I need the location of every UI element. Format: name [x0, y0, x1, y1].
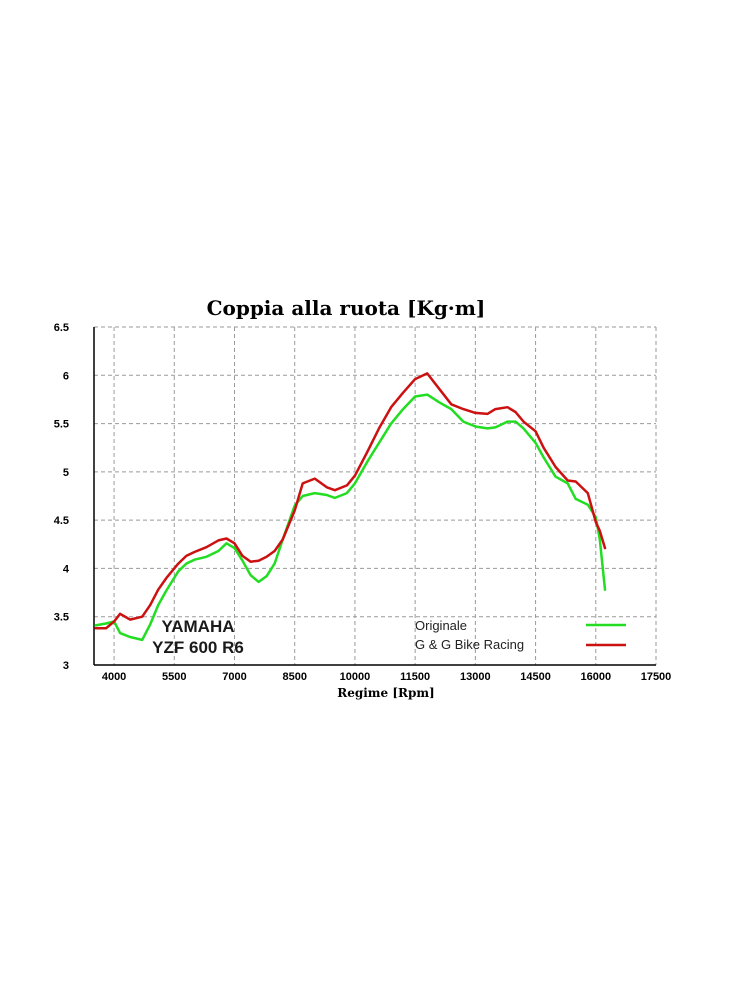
axes — [93, 327, 656, 666]
grid-lines — [94, 326, 657, 666]
x-axis-label: Regime [Rpm] — [337, 686, 434, 700]
y-tick-labels: 6.5 6 5.5 5 4.5 4 3.5 3 — [54, 322, 70, 672]
x-tick-label: 11500 — [400, 671, 430, 683]
x-tick-label: 8500 — [282, 671, 306, 683]
y-tick-label: 4 — [63, 563, 70, 575]
chart-title: Coppia alla ruota [Kg·m] — [207, 296, 486, 320]
x-tick-label: 4000 — [102, 671, 126, 683]
series-line-originale — [94, 393, 607, 642]
series-line-gg-bike-racing — [94, 372, 607, 630]
y-tick-label: 6.5 — [54, 322, 69, 334]
x-tick-label: 17500 — [641, 671, 672, 683]
y-tick-label: 5 — [63, 467, 69, 479]
data-series — [94, 372, 607, 642]
legend-label-originale: Originale — [415, 618, 467, 633]
legend: Originale G & G Bike Racing — [415, 618, 626, 652]
y-tick-label: 3 — [63, 660, 69, 672]
y-tick-label: 6 — [63, 370, 69, 382]
y-tick-label: 3.5 — [54, 612, 69, 624]
legend-label-gg-bike-racing: G & G Bike Racing — [415, 637, 524, 652]
y-tick-label: 4.5 — [54, 515, 69, 527]
x-tick-label: 5500 — [162, 671, 186, 683]
x-tick-label: 10000 — [340, 671, 371, 683]
x-tick-label: 7000 — [222, 671, 246, 683]
x-tick-label: 14500 — [520, 671, 551, 683]
x-tick-label: 16000 — [580, 671, 611, 683]
x-tick-label: 13000 — [460, 671, 491, 683]
brand-annotation-line2: YZF 600 R6 — [152, 638, 244, 657]
brand-annotation-line1: YAMAHA — [161, 617, 234, 636]
y-tick-label: 5.5 — [54, 419, 69, 431]
x-tick-labels: 4000 5500 7000 8500 10000 11500 13000 14500 1600… — [102, 671, 671, 683]
